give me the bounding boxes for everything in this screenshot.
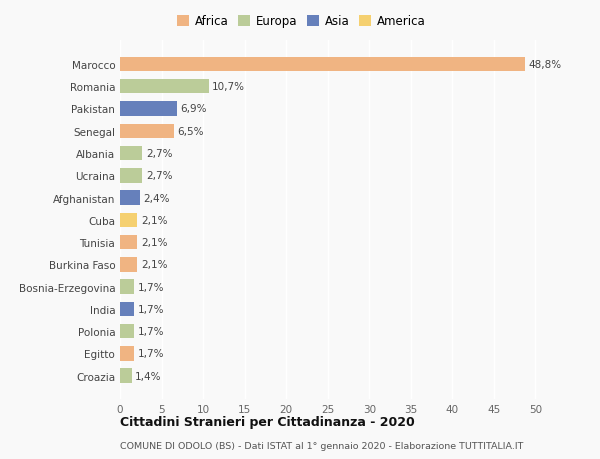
Bar bbox=[120, 57, 526, 72]
Bar bbox=[120, 168, 142, 183]
Text: 2,1%: 2,1% bbox=[141, 238, 167, 247]
Bar bbox=[120, 213, 137, 228]
Text: 2,4%: 2,4% bbox=[143, 193, 170, 203]
Bar bbox=[120, 369, 131, 383]
Bar bbox=[120, 280, 134, 294]
Text: 1,7%: 1,7% bbox=[137, 304, 164, 314]
Bar bbox=[120, 302, 134, 316]
Bar bbox=[120, 102, 178, 117]
Text: 6,9%: 6,9% bbox=[181, 104, 207, 114]
Text: Cittadini Stranieri per Cittadinanza - 2020: Cittadini Stranieri per Cittadinanza - 2… bbox=[120, 415, 415, 428]
Bar bbox=[120, 191, 140, 205]
Text: 2,1%: 2,1% bbox=[141, 215, 167, 225]
Text: 2,7%: 2,7% bbox=[146, 149, 172, 159]
Text: 1,7%: 1,7% bbox=[137, 282, 164, 292]
Text: 10,7%: 10,7% bbox=[212, 82, 245, 92]
Text: 1,4%: 1,4% bbox=[135, 371, 161, 381]
Bar bbox=[120, 235, 137, 250]
Text: 6,5%: 6,5% bbox=[178, 127, 204, 136]
Legend: Africa, Europa, Asia, America: Africa, Europa, Asia, America bbox=[174, 12, 429, 32]
Text: 1,7%: 1,7% bbox=[137, 349, 164, 358]
Text: 2,1%: 2,1% bbox=[141, 260, 167, 270]
Bar bbox=[120, 80, 209, 94]
Bar bbox=[120, 324, 134, 339]
Bar bbox=[120, 124, 174, 139]
Bar bbox=[120, 146, 142, 161]
Bar bbox=[120, 347, 134, 361]
Text: 1,7%: 1,7% bbox=[137, 326, 164, 336]
Text: 2,7%: 2,7% bbox=[146, 171, 172, 181]
Bar bbox=[120, 257, 137, 272]
Text: COMUNE DI ODOLO (BS) - Dati ISTAT al 1° gennaio 2020 - Elaborazione TUTTITALIA.I: COMUNE DI ODOLO (BS) - Dati ISTAT al 1° … bbox=[120, 441, 523, 450]
Text: 48,8%: 48,8% bbox=[529, 60, 562, 70]
